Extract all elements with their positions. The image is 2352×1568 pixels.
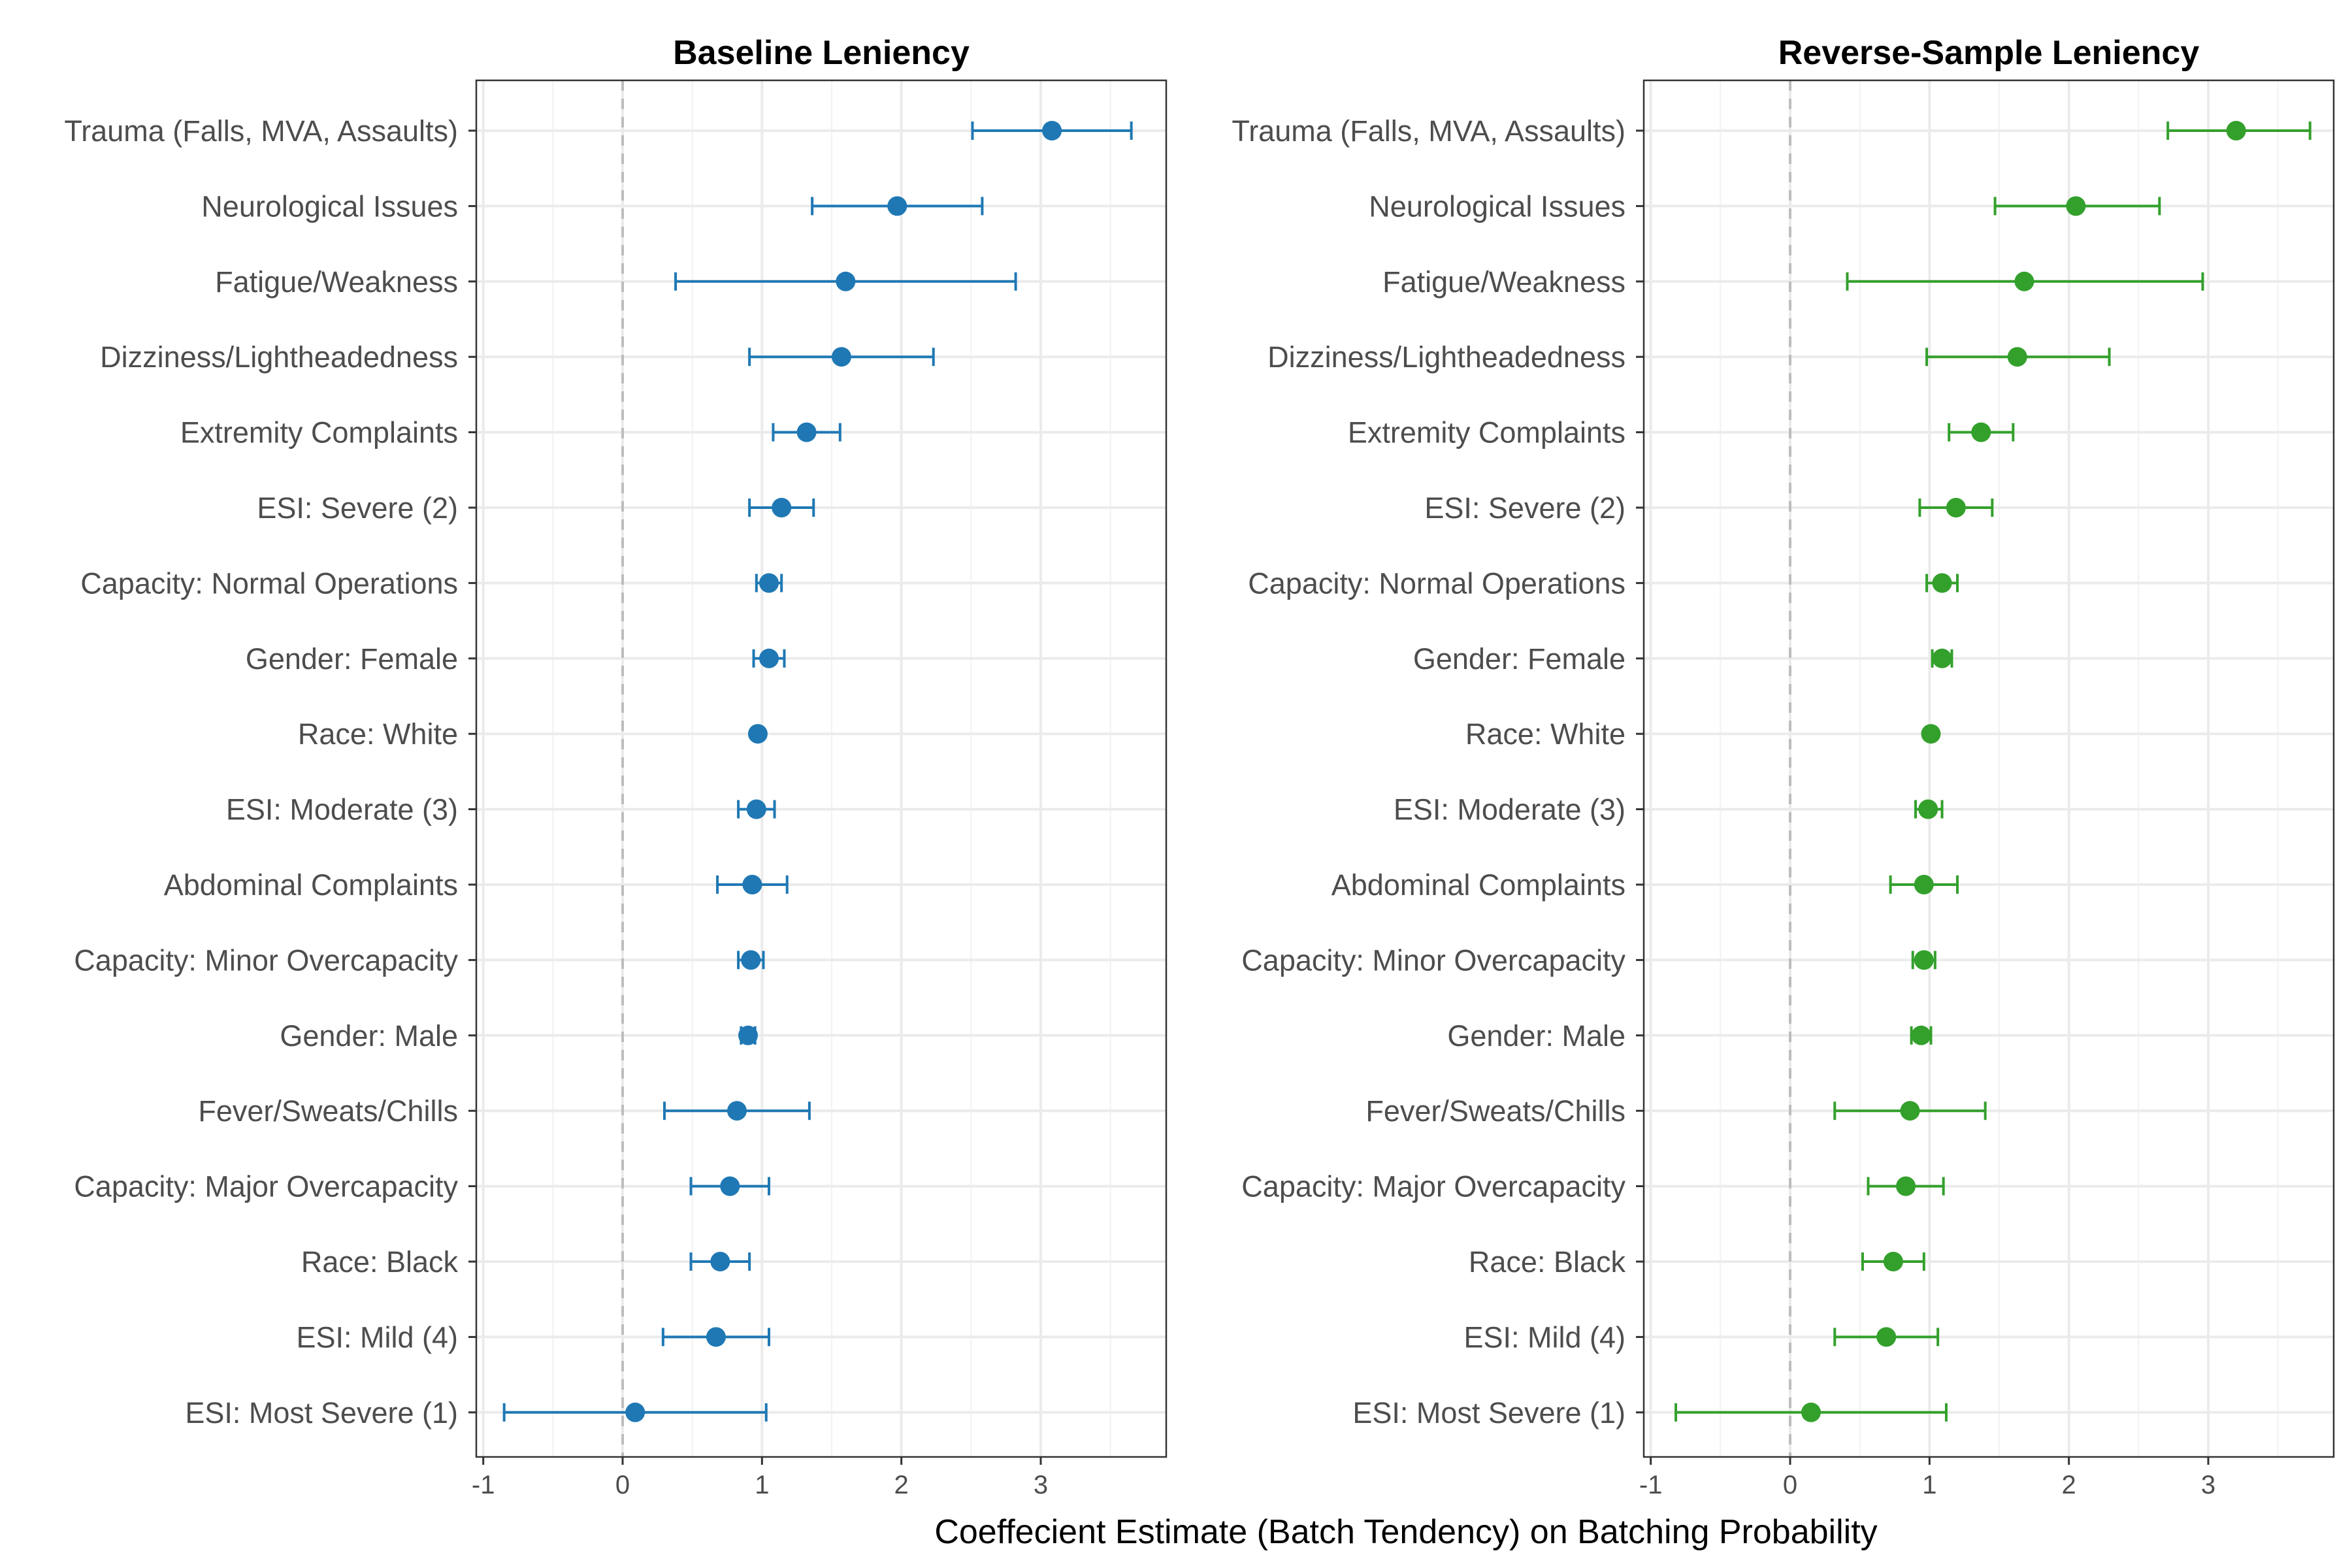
category-label: Race: Black (1469, 1245, 1626, 1279)
x-tick-label: -1 (1639, 1471, 1663, 1499)
category-label: Extremity Complaints (1348, 416, 1625, 449)
category-label: ESI: Severe (2) (257, 491, 458, 525)
estimate-point (1971, 422, 1991, 442)
category-label: ESI: Mild (4) (296, 1320, 458, 1354)
estimate-point (1921, 724, 1941, 744)
category-label: ESI: Most Severe (1) (185, 1396, 458, 1429)
estimate-point (1900, 1101, 1920, 1121)
estimate-point (1932, 573, 1952, 593)
category-label: Capacity: Major Overcapacity (74, 1170, 458, 1203)
x-tick-label: 3 (2201, 1471, 2215, 1499)
chart-panels: Trauma (Falls, MVA, Assaults) Neurologica… (64, 34, 2335, 1499)
x-tick-label: 0 (615, 1471, 630, 1499)
x-tick-label: 2 (2062, 1471, 2076, 1499)
category-label: Capacity: Major Overcapacity (1241, 1170, 1625, 1203)
x-tick-label: -1 (472, 1471, 495, 1499)
estimate-point (2066, 196, 2086, 216)
x-tick-label: 0 (1783, 1471, 1797, 1499)
estimate-point (625, 1402, 645, 1422)
category-label: Fever/Sweats/Chills (1365, 1094, 1625, 1128)
estimate-point (836, 271, 856, 291)
category-label: Capacity: Minor Overcapacity (74, 943, 458, 977)
estimate-point (710, 1252, 730, 1271)
estimate-point (831, 347, 851, 367)
estimate-point (1932, 648, 1952, 668)
panel-1: Trauma (Falls, MVA, Assaults) Neurologica… (64, 34, 1168, 1499)
estimate-point (1911, 1025, 1931, 1045)
estimate-point (1896, 1176, 1916, 1196)
estimate-point (746, 799, 766, 819)
estimate-point (1914, 875, 1934, 894)
panel-title: Baseline Leniency (673, 34, 970, 72)
estimate-point (796, 422, 817, 442)
category-label: Neurological Issues (1369, 189, 1625, 223)
x-axis-title: Coeffecient Estimate (Batch Tendency) on… (934, 1513, 1877, 1551)
panel-border (475, 79, 1168, 1458)
category-label: ESI: Severe (2) (1424, 491, 1625, 525)
estimate-point (741, 950, 761, 970)
category-label: Dizziness/Lightheadedness (100, 340, 458, 374)
category-label: Gender: Female (246, 642, 458, 676)
estimate-point (2226, 121, 2246, 140)
category-label: Gender: Male (280, 1019, 458, 1053)
panel-border (1642, 79, 2335, 1458)
estimate-point (738, 1025, 758, 1045)
category-label: Trauma (Falls, MVA, Assaults) (64, 114, 458, 148)
category-label: Fatigue/Weakness (1382, 265, 1625, 299)
estimate-point (706, 1327, 726, 1347)
estimate-point (1914, 950, 1934, 970)
estimate-point (727, 1101, 747, 1121)
category-label: Abdominal Complaints (164, 868, 458, 902)
estimate-point (1918, 799, 1938, 819)
category-label: Fever/Sweats/Chills (198, 1094, 458, 1128)
estimate-point (1042, 121, 1062, 140)
category-label: Race: White (298, 717, 458, 751)
category-label: Extremity Complaints (180, 416, 458, 449)
category-label: Capacity: Minor Overcapacity (1241, 943, 1625, 977)
category-label: Abdominal Complaints (1331, 868, 1625, 902)
category-label: Race: White (1465, 717, 1625, 751)
x-tick-label: 3 (1034, 1471, 1048, 1499)
category-label: ESI: Most Severe (1) (1352, 1396, 1625, 1429)
category-label: Capacity: Normal Operations (1248, 566, 1625, 600)
estimate-point (772, 498, 792, 517)
category-label: Fatigue/Weakness (215, 265, 458, 299)
x-tick-label: 2 (894, 1471, 909, 1499)
x-tick-label: 1 (1922, 1471, 1936, 1499)
category-label: ESI: Mild (4) (1463, 1320, 1625, 1354)
panel-title: Reverse-Sample Leniency (1778, 34, 2200, 72)
estimate-point (2014, 271, 2034, 291)
estimate-point (1883, 1252, 1903, 1271)
category-label: Gender: Female (1413, 642, 1625, 676)
x-tick-label: 1 (755, 1471, 769, 1499)
category-label: Race: Black (301, 1245, 459, 1279)
category-label: Trauma (Falls, MVA, Assaults) (1232, 114, 1625, 148)
estimate-point (1801, 1402, 1821, 1422)
category-label: Gender: Male (1447, 1019, 1625, 1053)
estimate-point (720, 1176, 740, 1196)
category-label: Neurological Issues (201, 189, 458, 223)
estimate-point (1876, 1327, 1897, 1347)
panel-2: Trauma (Falls, MVA, Assaults) Neurologica… (1232, 34, 2335, 1499)
category-label: Capacity: Normal Operations (80, 566, 458, 600)
estimate-point (2007, 347, 2027, 367)
estimate-point (759, 648, 779, 668)
category-label: ESI: Moderate (3) (1394, 793, 1625, 826)
category-label: ESI: Moderate (3) (226, 793, 458, 826)
estimate-point (742, 875, 762, 894)
estimate-point (887, 196, 907, 216)
estimate-point (747, 724, 768, 744)
category-label: Dizziness/Lightheadedness (1267, 340, 1625, 374)
estimate-point (759, 573, 779, 593)
estimate-point (1946, 498, 1966, 517)
